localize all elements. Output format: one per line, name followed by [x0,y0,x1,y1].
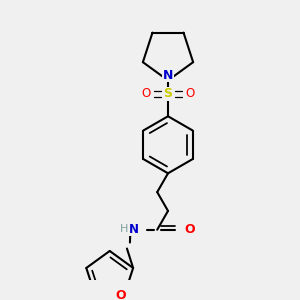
Text: O: O [184,223,195,236]
Text: H: H [120,224,129,234]
Text: O: O [142,87,151,100]
Text: O: O [115,289,126,300]
Text: O: O [185,87,194,100]
Text: N: N [129,223,139,236]
Text: S: S [164,87,172,100]
Text: N: N [163,69,173,82]
